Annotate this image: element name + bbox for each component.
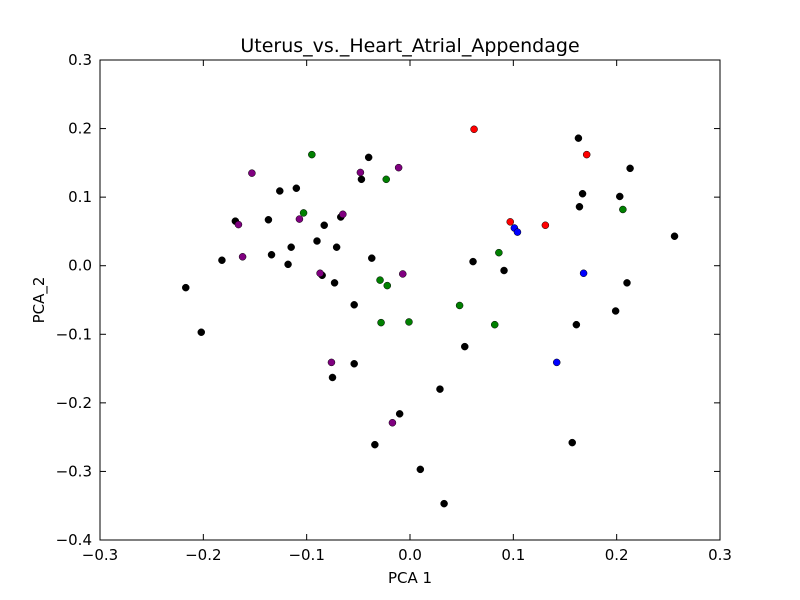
- data-point: [388, 418, 397, 427]
- data-point: [619, 205, 627, 214]
- data-point: [623, 279, 631, 287]
- x-tick-label: 0.0: [398, 546, 422, 564]
- data-point: [248, 169, 256, 177]
- data-point: [455, 301, 464, 310]
- y-tick-label: −0.2: [56, 394, 92, 412]
- data-point: [320, 221, 328, 230]
- data-point: [582, 150, 591, 159]
- data-point: [356, 168, 365, 177]
- chart-title: Uterus_vs._Heart_Atrial_Appendage: [240, 35, 579, 57]
- y-tick-label: −0.3: [56, 462, 92, 480]
- data-point: [330, 279, 339, 287]
- x-tick-label: 0.2: [605, 546, 629, 564]
- data-point: [357, 175, 366, 184]
- data-point: [313, 237, 321, 245]
- axis-ticks: −0.3 −0.2 −0.1 0.0 0.1 0.2 0.3−0.4−0.3−0.2−0.1…: [56, 51, 732, 564]
- data-point: [611, 307, 620, 315]
- data-point: [574, 134, 583, 142]
- data-point: [399, 270, 407, 278]
- data-point: [416, 465, 425, 474]
- x-tick-label: −0.1: [288, 546, 324, 564]
- data-point: [626, 164, 634, 173]
- y-tick-label: 0.0: [68, 257, 92, 275]
- data-point: [218, 256, 226, 264]
- data-point: [368, 254, 376, 262]
- y-tick-label: −0.4: [56, 531, 92, 549]
- data-point: [394, 163, 403, 172]
- y-tick-label: 0.1: [68, 188, 92, 206]
- y-tick-label: −0.1: [56, 325, 92, 343]
- data-point: [436, 385, 444, 393]
- data-point: [670, 232, 679, 240]
- data-point: [332, 243, 341, 251]
- data-point: [395, 410, 404, 418]
- data-point: [350, 301, 358, 309]
- data-points: [182, 125, 679, 508]
- y-tick-label: 0.2: [68, 120, 92, 138]
- data-point: [405, 318, 413, 326]
- data-point: [276, 187, 284, 195]
- x-tick-label: 0.1: [501, 546, 525, 564]
- y-axis-label: PCA_2: [30, 277, 49, 324]
- data-point: [287, 243, 295, 251]
- data-point: [578, 189, 587, 198]
- data-point: [197, 328, 206, 336]
- data-point: [440, 499, 448, 508]
- data-point: [327, 358, 336, 367]
- data-point: [572, 320, 581, 329]
- data-point: [616, 192, 624, 201]
- data-point: [579, 269, 588, 278]
- data-point: [295, 215, 304, 223]
- data-point: [541, 221, 550, 230]
- data-point: [292, 184, 301, 192]
- data-point: [182, 283, 190, 292]
- data-point: [308, 150, 316, 159]
- x-tick-label: −0.3: [82, 546, 118, 564]
- data-point: [382, 175, 390, 184]
- data-point: [238, 253, 247, 261]
- x-tick-label: −0.2: [185, 546, 221, 564]
- plot-area: [99, 59, 721, 541]
- data-point: [500, 266, 508, 275]
- data-point: [461, 342, 469, 351]
- data-point: [267, 250, 276, 259]
- data-point: [364, 153, 373, 162]
- data-point: [339, 210, 347, 219]
- data-point: [490, 320, 499, 329]
- data-point: [316, 269, 324, 278]
- data-point: [568, 438, 576, 447]
- data-point: [552, 358, 561, 367]
- data-point: [377, 318, 385, 327]
- data-point: [383, 281, 392, 290]
- data-point: [513, 228, 522, 236]
- data-point: [299, 209, 308, 217]
- data-point: [234, 220, 243, 229]
- data-point: [350, 360, 358, 368]
- data-point: [376, 276, 384, 284]
- y-tick-label: 0.3: [68, 51, 92, 69]
- data-point: [284, 260, 292, 269]
- data-point: [328, 373, 337, 382]
- data-point: [470, 125, 478, 134]
- data-point: [371, 440, 379, 449]
- x-axis-label: PCA 1: [388, 569, 432, 587]
- data-point: [575, 202, 584, 211]
- x-tick-label: 0.3: [708, 546, 732, 564]
- data-point: [506, 218, 514, 226]
- data-point: [264, 216, 273, 224]
- data-point: [469, 257, 477, 266]
- data-point: [495, 248, 503, 257]
